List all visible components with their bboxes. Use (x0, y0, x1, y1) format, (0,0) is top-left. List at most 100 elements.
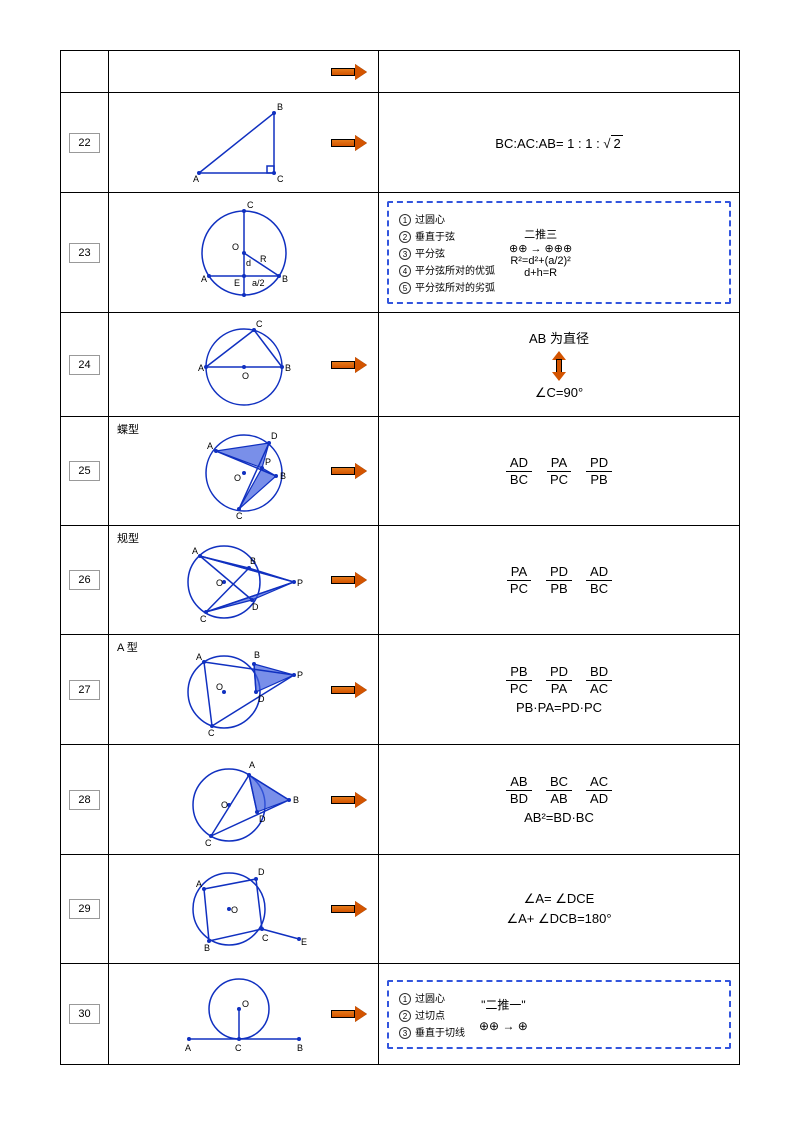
row-number: 26 (69, 570, 99, 590)
list-item-text: 过圆心 (415, 994, 445, 1005)
frac-den: PA (547, 681, 571, 697)
frac-num: PD (546, 564, 572, 581)
table-row: 24 OABC AB 为直径 ∠C=90° (61, 313, 739, 417)
row-number-cell: 22 (61, 93, 109, 192)
row-number-cell (61, 51, 109, 92)
svg-text:A: A (201, 274, 207, 284)
list-item-text: 过切点 (415, 1011, 445, 1022)
row-number: 23 (69, 243, 99, 263)
svg-text:P: P (265, 457, 271, 467)
row-number: 30 (69, 1004, 99, 1024)
row-number-cell: 24 (61, 313, 109, 416)
svg-text:O: O (232, 242, 239, 252)
double-arrow-icon (552, 351, 566, 381)
arrow-container (326, 135, 372, 151)
diagram-cell: OC AB Ed Ra/2 (109, 193, 379, 312)
svg-text:E: E (234, 278, 240, 288)
frac-den: AB (546, 791, 571, 807)
table-row: 28 OABDC ABBD BCAB ACAD AB²=BD·BC (61, 745, 739, 855)
svg-text:B: B (280, 471, 286, 481)
svg-text:A: A (198, 363, 204, 373)
wavy-note-box: 1过圆心 2垂直于弦 3平分弦 4平分弦所对的优弧 5平分弦所对的劣弧 二推三 … (387, 201, 731, 304)
arrow-container (326, 64, 372, 80)
result-cell: 1过圆心 2过切点 3垂直于切线 "二推一" ⊕⊕ → ⊕ (379, 964, 739, 1064)
frac-num: BD (586, 664, 612, 681)
derivation-line: R²=d²+(a/2)² (509, 255, 572, 267)
svg-text:A: A (249, 760, 255, 770)
svg-text:D: D (258, 694, 265, 704)
row-number-cell: 26 (61, 526, 109, 634)
fraction-row: ADBC PAPC PDPB (506, 455, 612, 487)
svg-text:O: O (221, 800, 228, 810)
frac-den: AD (586, 791, 612, 807)
power-formula: AB²=BD·BC (524, 810, 594, 825)
row-number: 29 (69, 899, 99, 919)
cyclic-quad-diagram: OADCBE (164, 859, 324, 959)
svg-text:O: O (216, 682, 223, 692)
result-cell: ∠A= ∠DCE ∠A+ ∠DCB=180° (379, 855, 739, 963)
frac-num: PB (506, 664, 531, 681)
svg-text:D: D (258, 867, 265, 877)
arrow-right-icon (331, 64, 367, 80)
fraction-row: PBPC PDPA BDAC (506, 664, 612, 696)
svg-text:B: B (285, 363, 291, 373)
result-stack: ABBD BCAB ACAD AB²=BD·BC (506, 774, 612, 825)
derivation-title: "二推一" (479, 996, 528, 1013)
row-number: 24 (69, 355, 99, 375)
derivation-line: ⊕⊕ → ⊕⊕⊕ (509, 242, 572, 255)
row-number-cell: 28 (61, 745, 109, 854)
svg-text:B: B (297, 1043, 303, 1053)
ratio-formula: BC:AC:AB= 1 : 1 : 2 (495, 135, 622, 151)
angle-line: ∠A+ ∠DCB=180° (506, 911, 611, 927)
svg-text:A: A (185, 1043, 191, 1053)
svg-text:C: C (262, 933, 269, 943)
svg-text:O: O (216, 578, 223, 588)
diagram-cell: OADCBE (109, 855, 379, 963)
result-cell: AB 为直径 ∠C=90° (379, 313, 739, 416)
frac-den: PB (546, 581, 571, 597)
tangent-diagram: OACB (169, 969, 319, 1059)
tangent-secant-diagram: OABDC (169, 750, 319, 850)
arrow-container (326, 792, 372, 808)
svg-text:E: E (301, 937, 307, 947)
svg-text:B: B (254, 650, 260, 660)
row-number-cell: 27 (61, 635, 109, 744)
svg-text:C: C (200, 614, 207, 624)
arrow-container (326, 357, 372, 373)
svg-text:O: O (234, 473, 241, 483)
triangle-diagram: ABC (169, 98, 319, 188)
table-row: 29 OADCBE ∠A= ∠DCE ∠A+ ∠DCB=180° (61, 855, 739, 964)
fraction-row: PAPC PDPB ADBC (506, 564, 612, 596)
row-number: 25 (69, 461, 99, 481)
page: 22 ABC BC:AC:AB= 1 : 1 : 2 23 OC AB Ed R… (0, 0, 800, 1133)
list-item-text: 平分弦所对的优弧 (415, 266, 495, 277)
svg-text:C: C (277, 174, 284, 184)
result-cell (379, 51, 739, 92)
diagram-type-label: 规型 (117, 530, 139, 546)
svg-text:C: C (205, 838, 212, 848)
reference-table: 22 ABC BC:AC:AB= 1 : 1 : 2 23 OC AB Ed R… (60, 50, 740, 1065)
arrow-right-icon (331, 135, 367, 151)
result-cell: PAPC PDPB ADBC (379, 526, 739, 634)
frac-den: AC (586, 681, 612, 697)
frac-num: PA (507, 564, 531, 581)
table-row: 23 OC AB Ed Ra/2 1过圆心 2垂直于弦 3平分弦 4平分弦所对的… (61, 193, 739, 313)
result-cell: 1过圆心 2垂直于弦 3平分弦 4平分弦所对的优弧 5平分弦所对的劣弧 二推三 … (379, 193, 739, 312)
svg-text:D: D (252, 602, 259, 612)
arrow-right-icon (331, 901, 367, 917)
list-item-text: 平分弦 (415, 249, 445, 260)
result-cell: BC:AC:AB= 1 : 1 : 2 (379, 93, 739, 192)
diagram-cell: 蝶型 OADBCP (109, 417, 379, 525)
frac-num: PA (547, 455, 571, 472)
fraction-row: ABBD BCAB ACAD (506, 774, 612, 806)
svg-text:O: O (242, 999, 249, 1009)
semicircle-angle-diagram: OABC (174, 317, 314, 412)
frac-den: PC (546, 472, 572, 488)
svg-text:B: B (282, 274, 288, 284)
list-item-text: 过圆心 (415, 215, 445, 226)
arrow-right-icon (331, 357, 367, 373)
angle-line: ∠A= ∠DCE (524, 891, 595, 907)
arrow-container (326, 1006, 372, 1022)
condition-top: AB 为直径 (529, 328, 589, 347)
svg-text:C: C (208, 728, 215, 738)
